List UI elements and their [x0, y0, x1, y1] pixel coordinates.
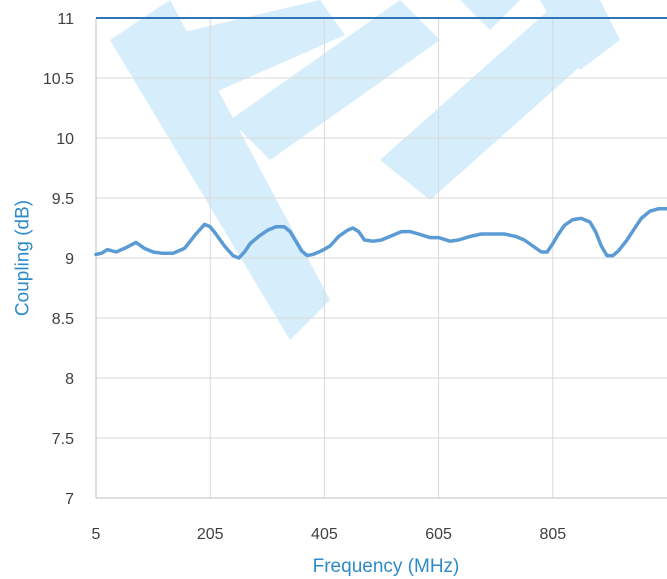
- x-tick-label: 405: [311, 526, 338, 543]
- y-tick-label: 10: [56, 131, 74, 148]
- y-tick-label: 7.5: [52, 431, 74, 448]
- x-tick-label: 605: [425, 526, 452, 543]
- watermark-logo: [110, 0, 620, 340]
- y-tick-label: 7: [65, 491, 74, 508]
- y-tick-label: 11: [57, 11, 74, 28]
- y-axis-ticks: 7 7.5 8 8.5 9 9.5 10 10.5 11: [43, 11, 74, 508]
- x-axis-title: Frequency (MHz): [313, 556, 460, 577]
- y-tick-label: 9: [65, 251, 74, 268]
- y-tick-label: 9.5: [52, 191, 74, 208]
- y-tick-label: 8: [65, 371, 74, 388]
- y-axis-title: Coupling (dB): [13, 200, 34, 316]
- series-line: [94, 207, 667, 260]
- y-tick-label: 10.5: [43, 71, 74, 88]
- x-tick-label: 5: [92, 526, 101, 543]
- x-tick-label: 805: [539, 526, 566, 543]
- x-axis-ticks: 5 205 405 605 805: [92, 526, 567, 543]
- x-tick-label: 205: [197, 526, 224, 543]
- grid-lines: [95, 17, 667, 499]
- y-tick-label: 8.5: [52, 311, 74, 328]
